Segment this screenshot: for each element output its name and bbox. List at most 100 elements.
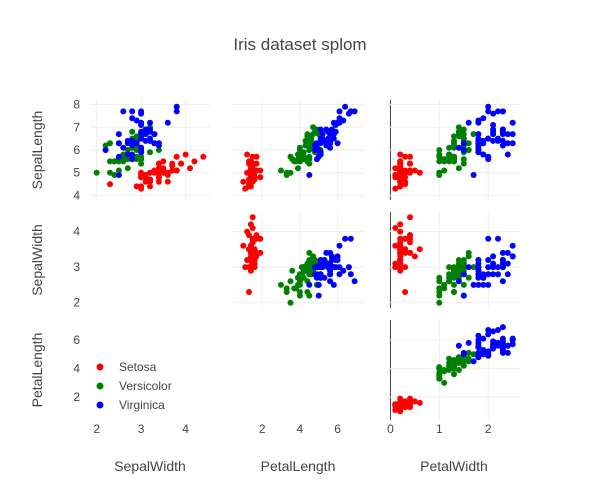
data-point-setosa [151,169,158,176]
data-point-versicolor [310,131,317,138]
legend-item-versicolor[interactable]: Versicolor [96,379,172,393]
data-point-setosa [407,249,413,256]
data-point-setosa [397,183,404,190]
x-tick-label: 0 [387,422,394,436]
data-point-virginica [138,108,145,115]
data-point-versicolor [451,364,457,371]
data-point-setosa [147,169,153,176]
x-axis-title: PetalLength [261,458,336,474]
data-point-versicolor [446,355,453,362]
data-point-versicolor [295,165,301,172]
data-point-virginica [480,335,487,342]
data-point-virginica [129,140,136,147]
data-point-virginica [151,131,158,138]
data-point-virginica [504,151,511,158]
data-point-versicolor [278,281,284,288]
data-point-setosa [142,172,149,178]
data-point-virginica [164,119,171,126]
legend-item-setosa[interactable]: Setosa [96,360,157,374]
data-point-setosa [407,160,413,167]
data-point-virginica [351,278,358,285]
data-point-virginica [499,264,506,271]
data-point-virginica [142,137,149,144]
legend-item-virginica[interactable]: Virginica [96,398,166,412]
data-point-setosa [169,162,176,169]
y-tick-label: 4 [73,362,80,376]
data-point-setosa [407,153,413,160]
data-point-virginica [342,235,349,242]
data-point-virginica [334,140,341,147]
data-point-setosa [397,151,404,158]
x-axis-title: SepalWidth [114,458,186,474]
data-point-virginica [327,260,334,267]
data-point-versicolor [470,351,477,358]
data-point-virginica [147,119,153,126]
data-point-setosa [257,167,264,174]
data-point-versicolor [436,375,443,382]
data-point-setosa [407,395,413,402]
data-point-versicolor [298,271,305,278]
data-point-virginica [142,126,149,133]
y-tick-label: 2 [73,390,80,404]
data-point-versicolor [296,292,303,299]
data-point-setosa [392,165,399,172]
data-point-versicolor [296,278,303,285]
data-point-virginica [499,131,506,138]
data-point-virginica [312,271,318,278]
data-point-versicolor [460,131,467,138]
data-point-setosa [191,158,198,165]
data-point-virginica [504,271,511,278]
data-point-virginica [480,115,487,122]
data-point-setosa [407,235,413,242]
data-point-versicolor [465,249,472,256]
data-point-virginica [465,264,472,271]
x-tick-label: 2 [485,422,492,436]
data-point-virginica [485,331,492,338]
x-tick-label: 2 [259,422,266,436]
data-point-setosa [402,264,409,271]
y-tick-label: 8 [73,98,80,112]
data-point-virginica [485,348,492,355]
data-point-virginica [336,108,343,115]
data-point-versicolor [441,281,448,288]
data-point-versicolor [441,167,448,174]
data-point-virginica [475,281,482,288]
data-point-versicolor [120,158,127,165]
data-point-virginica [460,292,467,299]
data-point-versicolor [304,289,311,295]
data-point-setosa [397,239,404,246]
y-axis-titles: SepalLength SepalWidth PetalLength [29,111,45,408]
data-point-setosa [392,242,399,249]
data-point-setosa [397,264,404,271]
data-point-setosa [164,178,171,185]
data-point-virginica [342,103,349,110]
data-point-virginica [323,142,330,149]
data-point-versicolor [465,349,472,356]
data-point-setosa [392,172,399,178]
data-point-setosa [247,174,254,181]
data-point-versicolor [436,278,443,285]
data-point-virginica [485,264,492,271]
data-point-setosa [247,221,254,228]
data-point-versicolor [155,147,162,153]
data-point-virginica [504,349,511,356]
data-point-setosa [244,151,251,158]
data-point-virginica [485,271,492,278]
data-point-setosa [257,249,264,256]
data-point-setosa [142,178,149,185]
y-tick-label: 5 [73,166,80,180]
data-point-versicolor [460,160,467,167]
data-point-versicolor [465,274,472,281]
data-point-setosa [397,169,404,176]
data-point-virginica [336,115,343,122]
legend-label: Setosa [119,360,157,374]
data-point-virginica [480,151,487,158]
data-point-versicolor [470,131,477,138]
data-point-setosa [407,214,413,221]
data-point-virginica [480,274,487,281]
data-point-virginica [317,274,324,281]
data-point-virginica [347,271,354,278]
data-point-virginica [485,235,492,242]
data-point-virginica [138,149,145,156]
